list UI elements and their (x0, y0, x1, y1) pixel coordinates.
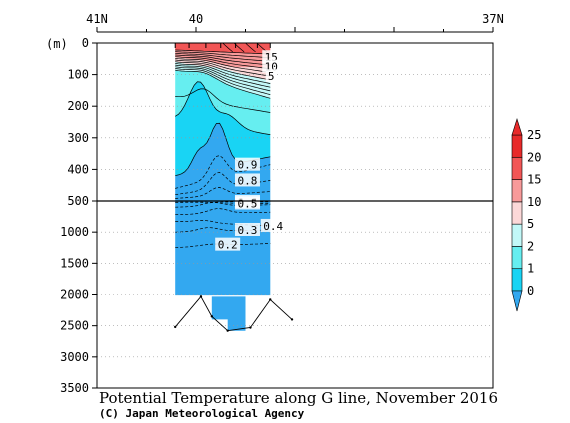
y-tick-label: 200 (67, 99, 89, 113)
isotherm-thermocline (175, 54, 271, 66)
colorbar-segment (511, 179, 523, 203)
colorbar-segment (511, 223, 523, 247)
chart-title: Potential Temperature along G line, Nove… (99, 389, 498, 407)
x-tick-label: 41N (86, 12, 108, 26)
y-tick-label: 3500 (60, 381, 89, 395)
y-tick-label: 2500 (60, 319, 89, 333)
contour-label: 5 (268, 70, 275, 83)
y-tick-label: 1500 (60, 256, 89, 270)
y-axis-unit-label: (m) (46, 37, 68, 51)
isotherm-thermocline (175, 66, 271, 92)
contour-label: 0.9 (238, 159, 258, 172)
contour-label-bg (234, 157, 260, 171)
sea-floor-point (249, 326, 252, 329)
colorbar-level-label: 25 (527, 128, 541, 142)
y-tick-label: 2000 (60, 288, 89, 302)
plot-frame (96, 42, 494, 389)
isotherm-thermocline (175, 51, 271, 59)
colorbar-level-label: 0 (527, 284, 534, 298)
contour-label-bg (265, 69, 277, 83)
colorbar-level-label: 15 (527, 173, 541, 187)
colorbar-segment (511, 134, 523, 158)
isotherm-thermocline (175, 64, 271, 88)
station-ticks (174, 43, 271, 48)
x-tick-label: 40 (189, 12, 203, 26)
isotherm-dashed (175, 208, 271, 216)
y-tick-label: 400 (67, 162, 89, 176)
isotherm-dashed (175, 202, 271, 208)
y-tick-label: 300 (67, 131, 89, 145)
sea-floor-point (290, 318, 294, 321)
copyright-credit: (C) Japan Meteorological Agency (99, 407, 305, 420)
y-tick-label: 500 (67, 194, 89, 208)
isotherm-surface (245, 43, 256, 53)
contour-label-bg (215, 237, 241, 251)
sea-floor-point (174, 325, 177, 329)
colorbar-segment (511, 201, 523, 225)
y-tick-label: 3000 (60, 350, 89, 364)
isotherm-thermocline (175, 56, 271, 70)
contour-label-bg (234, 196, 260, 210)
colorbar-level-label: 1 (527, 262, 534, 276)
y-tick-label: 100 (67, 68, 89, 82)
isotherm-thermocline (175, 61, 271, 81)
isotherm-contours (175, 43, 271, 249)
x-tick-label: 37N (482, 12, 504, 26)
isotherm-thermocline (175, 63, 271, 84)
isotherm-thermocline (175, 52, 271, 62)
isotherm-3 (175, 88, 271, 113)
colorbar-segment (511, 268, 523, 292)
grid (97, 74, 493, 358)
y-tick-label: 1000 (60, 225, 89, 239)
sea-floor-point (226, 329, 229, 332)
colorbar-level-label: 20 (527, 150, 541, 164)
y-tick-label: 0 (82, 36, 89, 50)
x-axis: 41N 40 37N (86, 12, 504, 33)
colorbar-level-label: 2 (527, 239, 534, 253)
contour-label-bg (260, 218, 286, 232)
contour-label: 0.2 (218, 239, 238, 252)
contour-label: 0.3 (238, 224, 258, 237)
sea-floor-point (269, 298, 272, 301)
isotherm-thermocline (175, 69, 271, 99)
isotherm-dashed (175, 187, 271, 199)
isotherm-dashed (175, 220, 271, 227)
colorbar-segment (511, 156, 523, 180)
isotherm-dashed (175, 227, 271, 233)
colorbar-segment (511, 246, 523, 270)
contour-label: 0.8 (238, 174, 258, 187)
contour-label-bg (234, 222, 260, 236)
y-axis: 0 100 200 300 400 500 1000 1500 2000 2500 3000 3500 (60, 36, 97, 395)
isotherm-surface (222, 43, 233, 53)
isotherm-2 (175, 81, 271, 135)
plot-border (96, 42, 494, 389)
isotherm-thermocline (175, 58, 271, 73)
colorbar-max-arrow (511, 117, 523, 136)
isotherm-surface (233, 43, 245, 53)
contour-label: 0.4 (263, 220, 283, 233)
contour-label-bg (234, 173, 260, 187)
contour-label: 0.5 (238, 197, 258, 210)
sea-floor-point (199, 295, 203, 298)
isotherm-thermocline (175, 68, 271, 95)
isotherm-thermocline (175, 49, 271, 55)
isotherm-dashed (175, 201, 271, 204)
band-above-20 (175, 43, 271, 55)
isotherm-thermocline (175, 59, 271, 77)
trough-fill (211, 296, 246, 331)
colorbar-min-arrow (511, 290, 523, 312)
sea-floor-profile (174, 295, 294, 332)
sea-floor-point (210, 315, 214, 318)
colorbar-level-label: 10 (527, 195, 541, 209)
colorbar-level-label: 5 (527, 217, 534, 231)
